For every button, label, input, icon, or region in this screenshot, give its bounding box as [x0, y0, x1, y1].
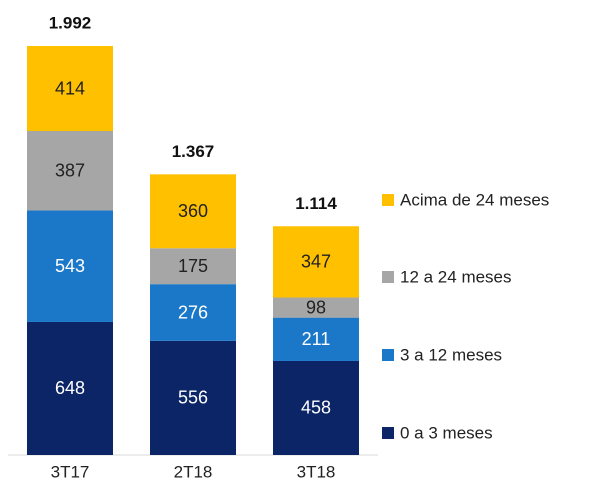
value-label: 458: [301, 398, 331, 418]
legend-swatch: [382, 271, 394, 283]
value-label: 648: [55, 378, 85, 398]
value-label: 211: [302, 329, 331, 349]
x-tick-label: 3T17: [51, 462, 90, 481]
value-label: 276: [178, 302, 208, 322]
bar-segment: [273, 317, 359, 361]
legend-label: Acima de 24 meses: [400, 190, 549, 209]
legend-label: 0 a 3 meses: [400, 423, 493, 442]
value-label: 556: [178, 388, 208, 408]
bar-segment: [27, 321, 113, 455]
x-tick-label: 3T18: [297, 462, 336, 481]
total-label: 1.992: [49, 13, 92, 32]
bar-segment: [150, 340, 236, 455]
total-label: 1.367: [172, 142, 215, 161]
bar-segment: [150, 174, 236, 249]
bar-segment: [273, 360, 359, 455]
total-label: 1.114: [295, 194, 337, 213]
legend-label: 3 a 12 meses: [400, 345, 502, 364]
legend-swatch: [382, 194, 394, 206]
value-label: 360: [178, 201, 208, 221]
bar-segment: [150, 248, 236, 285]
bar-segment: [27, 46, 113, 132]
bar-segment: [273, 297, 359, 318]
legend-swatch: [382, 349, 394, 361]
value-label: 414: [55, 78, 85, 98]
value-label: 98: [306, 297, 326, 317]
value-label: 175: [178, 256, 208, 276]
bar-segment: [27, 210, 113, 322]
legend-swatch: [382, 427, 394, 439]
bar-segment: [27, 131, 113, 211]
bar-segment: [150, 284, 236, 341]
value-label: 387: [55, 160, 85, 180]
value-label: 347: [301, 252, 331, 272]
bar-segment: [273, 226, 359, 298]
value-label: 543: [55, 256, 85, 276]
legend-label: 12 a 24 meses: [400, 267, 512, 286]
x-tick-label: 2T18: [174, 462, 213, 481]
